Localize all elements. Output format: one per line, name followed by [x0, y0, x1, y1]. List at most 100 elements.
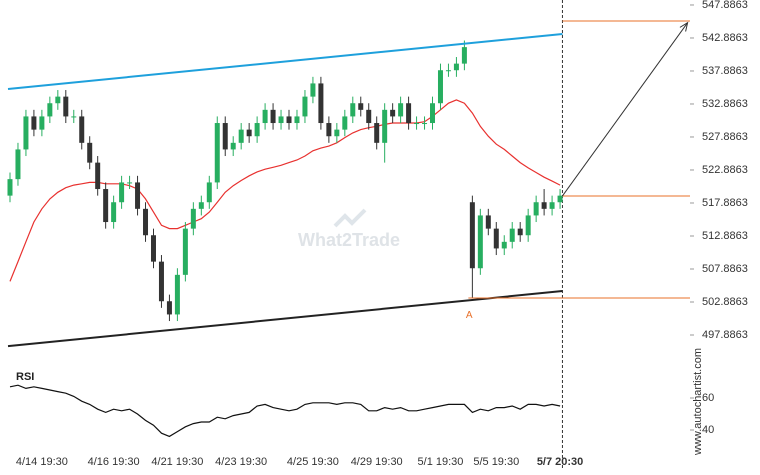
candle-body [190, 208, 196, 229]
x-tick-label: 4/25 19:30 [287, 456, 339, 468]
candle-body [390, 109, 396, 117]
candle-body [127, 182, 133, 184]
source-label: www.autochartist.com [692, 348, 704, 456]
candle-body [135, 182, 141, 209]
candle-body [477, 215, 483, 269]
candle-body [406, 103, 412, 124]
candle-body [286, 116, 292, 124]
candle-body [557, 195, 563, 203]
candle-body [350, 103, 356, 117]
candle-body [63, 96, 69, 117]
rsi-line [9, 384, 561, 438]
candle-body [143, 208, 149, 236]
candle-body [103, 189, 109, 223]
candle-body [23, 116, 29, 150]
candle-body [541, 202, 547, 209]
candle-body [198, 202, 204, 209]
point-label: A [466, 310, 473, 321]
candle-body [7, 179, 13, 196]
candle-body [302, 96, 308, 117]
watermark: What2Trade [298, 230, 400, 250]
candle-body [206, 182, 212, 203]
candle-body [71, 116, 77, 118]
candle-body [95, 162, 101, 190]
moving-average [9, 99, 561, 282]
candle-body [230, 142, 236, 150]
candle-body [342, 116, 348, 130]
candle-body [270, 109, 276, 124]
candle-body [246, 129, 252, 137]
candle-body [47, 103, 53, 117]
candle-body [174, 274, 180, 315]
candle-body [493, 228, 499, 249]
y-tick-label: 542.8863 [702, 32, 748, 44]
candle-body [87, 142, 93, 163]
candle-body [485, 215, 491, 229]
candle-body [182, 228, 188, 275]
candle-body [111, 202, 117, 223]
y-tick-label: 522.8863 [702, 164, 748, 176]
candle-body [254, 123, 260, 137]
candle-body [398, 103, 404, 117]
trendline [7, 290, 563, 348]
candle-body [525, 215, 531, 236]
candle-body [15, 149, 21, 180]
candle-body [374, 123, 380, 143]
candle-body [430, 103, 436, 124]
candle-body [453, 63, 459, 71]
y-tick-label: 547.8863 [702, 0, 748, 11]
watermark-icon [333, 208, 367, 228]
candle-body [55, 96, 61, 104]
candle-body [326, 123, 332, 137]
rsi-tick-label: 40 [702, 424, 714, 436]
candle-body [461, 47, 467, 64]
y-tick-label: 507.8863 [702, 263, 748, 275]
rsi-label: RSI [16, 371, 34, 383]
trendline [7, 32, 563, 90]
x-tick-label: 4/29 19:30 [351, 456, 403, 468]
candle-body [222, 123, 228, 150]
arrow-head [679, 21, 689, 32]
watermark-group: What2Trade [298, 208, 400, 250]
y-tick-label: 497.8863 [702, 329, 748, 341]
candle-body [39, 116, 45, 130]
y-tick-label: 512.8863 [702, 230, 748, 242]
y-tick-label: 527.8863 [702, 131, 748, 143]
candle-body [366, 109, 372, 124]
candle-body [294, 116, 300, 124]
x-tick-label: 4/16 19:30 [88, 456, 140, 468]
candle-body [310, 83, 316, 97]
x-tick-label: 5/7 20:30 [537, 456, 583, 468]
candle-body [445, 70, 451, 72]
x-tick-label: 4/23 19:30 [215, 456, 267, 468]
candle-body [422, 123, 428, 125]
candle-body [238, 129, 244, 143]
candle-body [318, 83, 324, 124]
candle-body [437, 70, 443, 104]
y-tick-label: 517.8863 [702, 197, 748, 209]
candle-body [382, 109, 388, 143]
candle-body [166, 301, 172, 315]
candle-body [278, 116, 284, 124]
candle-body [150, 235, 156, 262]
candle-body [79, 116, 85, 143]
candle-body [469, 202, 475, 269]
candle-body [358, 103, 364, 110]
candle-body [549, 202, 555, 209]
rsi-tick-label: 60 [702, 392, 714, 404]
forecast-arrow [562, 22, 689, 197]
candle-body [501, 241, 507, 249]
candle-body [262, 109, 268, 124]
candle-body [158, 261, 164, 302]
y-tick-label: 537.8863 [702, 65, 748, 77]
candle-body [31, 116, 37, 130]
y-tick-label: 532.8863 [702, 98, 748, 110]
candle-body [533, 202, 539, 216]
candle-body [414, 123, 420, 125]
x-tick-label: 4/21 19:30 [151, 456, 203, 468]
x-tick-label: 5/1 19:30 [418, 456, 464, 468]
x-tick-label: 5/5 19:30 [473, 456, 519, 468]
candle-body [517, 228, 523, 236]
candle-body [509, 228, 515, 242]
